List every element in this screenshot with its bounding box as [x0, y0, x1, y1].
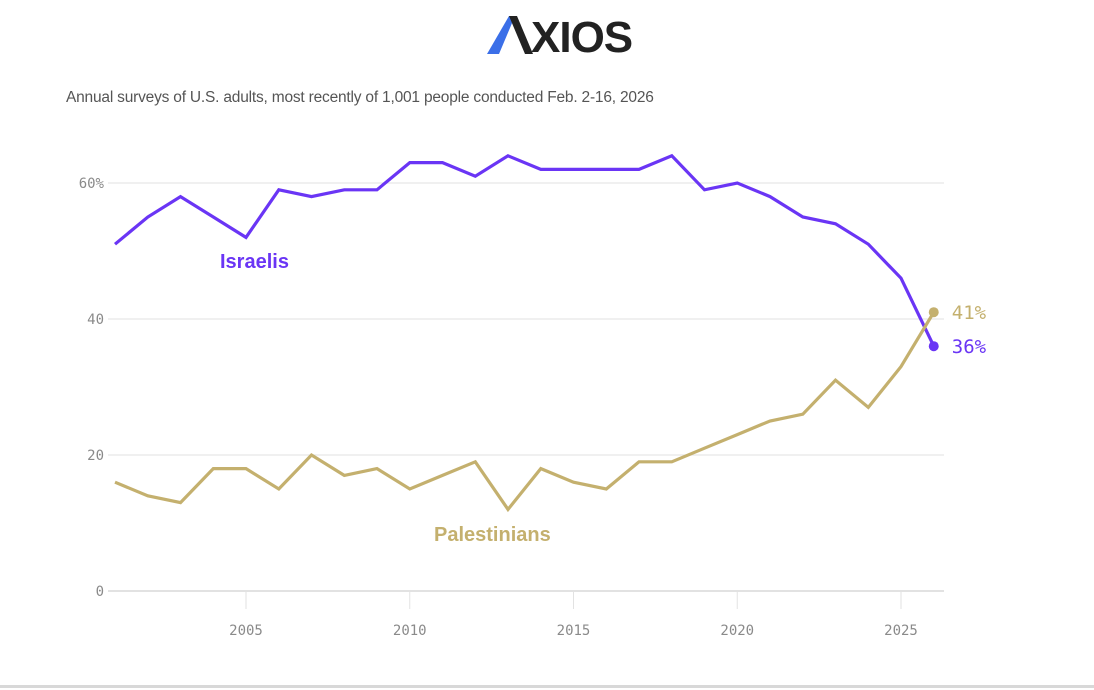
chart-subtitle: Annual surveys of U.S. adults, most rece…	[66, 89, 654, 106]
x-tick-label: 2020	[720, 623, 754, 639]
y-tick-label: 20	[87, 448, 104, 464]
series-name-israelis: Israelis	[220, 251, 289, 273]
x-tick-label: 2025	[884, 623, 918, 639]
y-tick-label: 40	[87, 312, 104, 328]
y-axis-ticks: 0 20 40 60%	[79, 176, 105, 600]
end-label-palestinians: 41%	[952, 302, 987, 324]
end-point-israelis	[928, 341, 939, 352]
logo-wordmark: XIOS	[531, 13, 632, 56]
logo-accent-stroke	[487, 16, 515, 54]
series-name-palestinians: Palestinians	[434, 524, 551, 546]
series-lines	[113, 153, 939, 513]
y-tick-label: 60%	[79, 176, 105, 192]
y-tick-label: 0	[96, 584, 104, 600]
x-tick-label: 2010	[393, 623, 427, 639]
bottom-divider	[0, 685, 1094, 688]
gridlines	[108, 182, 944, 592]
logo-dark-stroke	[509, 16, 533, 54]
x-tick-label: 2015	[557, 623, 591, 639]
end-point-palestinians	[928, 307, 939, 318]
x-tick-label: 2005	[229, 623, 263, 639]
x-axis-ticks: 2005 2010 2015 2020 2025	[229, 591, 918, 639]
series-line-palestinians	[114, 311, 936, 513]
series-labels: 36% 41% Israelis Palestinians	[220, 251, 987, 546]
series-line-israelis	[113, 153, 936, 347]
end-label-israelis: 36%	[952, 336, 987, 358]
axios-logo: XIOS	[487, 13, 633, 56]
